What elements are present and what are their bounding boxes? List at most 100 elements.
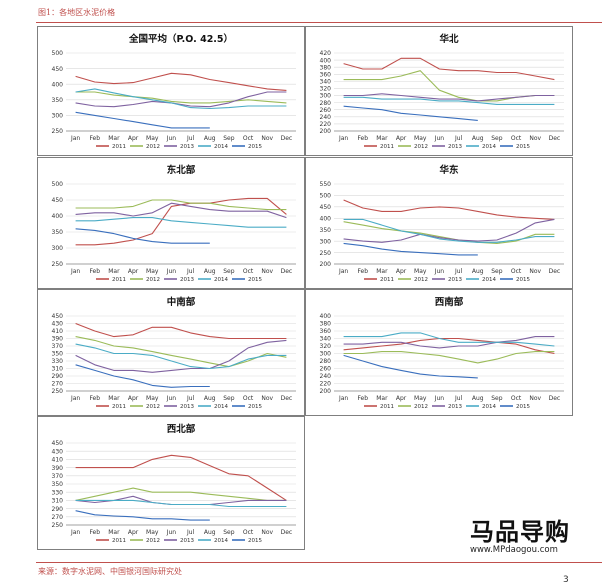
x-tick-label: Jun [166, 135, 177, 142]
chart-panel-southwest: 西南部 200 220 240 260 280 300 320 340 360 380 400 Jan F… [305, 289, 573, 416]
y-tick-label: 200 [320, 128, 332, 135]
y-tick-label: 340 [320, 336, 332, 343]
legend-label: 2013 [448, 277, 462, 283]
y-tick-label: 380 [320, 64, 332, 71]
x-tick-label: Aug [204, 529, 216, 536]
y-tick-label: 370 [52, 343, 64, 350]
series-line-2013 [75, 339, 287, 373]
x-tick-label: May [414, 395, 427, 402]
x-tick-label: Jul [186, 395, 195, 402]
x-tick-label: Feb [89, 395, 100, 402]
legend-label: 2013 [180, 144, 194, 150]
y-tick-label: 390 [52, 465, 64, 472]
y-tick-label: 320 [320, 86, 332, 93]
x-tick-label: May [146, 529, 159, 536]
legend-label: 2015 [516, 277, 530, 283]
x-tick-label: Jan [338, 135, 348, 142]
y-tick-label: 360 [320, 328, 332, 335]
y-tick-label: 450 [52, 197, 64, 204]
x-tick-label: Sep [223, 268, 235, 275]
series-line-2014 [75, 343, 287, 370]
legend-label: 2015 [248, 277, 262, 283]
series-line-2013 [343, 218, 555, 243]
chart-panel-central-south: 中南部 250 270 290 310 330 350 370 390 410 430 450 Jan F… [37, 289, 305, 416]
y-tick-label: 390 [52, 336, 64, 343]
legend-label: 2011 [112, 404, 126, 410]
watermark-brand: 马品导购 [470, 518, 570, 546]
y-tick-label: 270 [52, 514, 64, 521]
series-line-2012 [343, 351, 555, 364]
series-line-2015 [343, 105, 478, 121]
legend-label: 2014 [482, 277, 496, 283]
series-line-2011 [343, 337, 555, 355]
x-tick-label: Jan [70, 135, 80, 142]
x-tick-label: Feb [89, 529, 100, 536]
series-line-2012 [75, 487, 287, 501]
x-tick-label: Nov [529, 395, 541, 402]
y-tick-label: 290 [52, 506, 64, 513]
x-tick-label: Oct [243, 135, 254, 142]
x-tick-label: May [146, 135, 159, 142]
x-tick-label: May [414, 135, 427, 142]
chart-title: 西北部 [167, 423, 196, 435]
series-line-2015 [75, 510, 210, 521]
source-note: 来源：数字水泥网、中国银河国际研究处 [38, 567, 182, 576]
x-tick-label: Oct [243, 395, 254, 402]
series-line-2015 [343, 354, 478, 379]
chart-panel-east: 华东 200 250 300 350 400 450 500 550 Jan Feb Mar Apr Ma… [305, 157, 573, 289]
y-tick-label: 400 [52, 81, 64, 88]
watermark-url: www.MPdaogou.com [470, 545, 558, 555]
legend-label: 2014 [214, 538, 228, 544]
series-line-2014 [343, 218, 555, 243]
x-tick-label: Mar [108, 135, 120, 142]
legend-label: 2014 [214, 404, 228, 410]
series-line-2014 [75, 88, 287, 110]
series-line-2015 [75, 228, 210, 244]
x-tick-label: Nov [261, 529, 273, 536]
x-tick-label: Oct [511, 268, 522, 275]
series-line-2015 [75, 364, 210, 388]
y-tick-label: 380 [320, 321, 332, 328]
x-tick-label: Jul [454, 135, 463, 142]
x-tick-label: Feb [89, 268, 100, 275]
chart-title: 东北部 [167, 164, 196, 176]
x-tick-label: Jul [186, 135, 195, 142]
x-tick-label: Sep [491, 395, 503, 402]
legend-label: 2015 [248, 404, 262, 410]
y-tick-label: 500 [320, 193, 332, 200]
x-tick-label: Oct [511, 395, 522, 402]
x-tick-label: Sep [491, 135, 503, 142]
series-line-2015 [75, 111, 210, 129]
x-tick-label: Jul [454, 268, 463, 275]
series-line-2013 [75, 202, 287, 219]
legend-label: 2013 [448, 144, 462, 150]
x-tick-label: Feb [357, 135, 368, 142]
y-tick-label: 330 [52, 358, 64, 365]
x-tick-label: Apr [396, 268, 407, 275]
legend-label: 2014 [482, 144, 496, 150]
legend-label: 2012 [414, 404, 428, 410]
series-line-2014 [75, 499, 287, 508]
legend-label: 2012 [414, 144, 428, 150]
x-tick-label: Apr [128, 395, 139, 402]
legend-label: 2012 [146, 144, 160, 150]
x-tick-label: Dec [549, 268, 561, 275]
series-line-2014 [343, 332, 555, 347]
x-tick-label: Jan [70, 268, 80, 275]
x-tick-label: May [146, 268, 159, 275]
y-tick-label: 240 [320, 373, 332, 380]
series-line-2012 [75, 91, 287, 104]
x-tick-label: Mar [108, 395, 120, 402]
x-tick-label: Apr [128, 268, 139, 275]
x-tick-label: Apr [128, 135, 139, 142]
y-tick-label: 420 [320, 50, 332, 57]
legend-label: 2015 [516, 404, 530, 410]
legend-label: 2013 [180, 277, 194, 283]
legend-label: 2012 [414, 277, 428, 283]
x-tick-label: Dec [281, 135, 293, 142]
y-tick-label: 250 [52, 522, 64, 529]
x-tick-label: Sep [491, 268, 503, 275]
x-tick-label: Feb [357, 268, 368, 275]
